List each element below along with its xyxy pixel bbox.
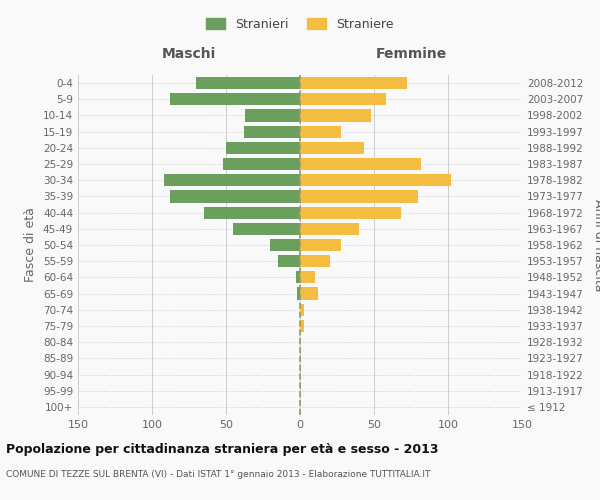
Bar — [300, 190, 418, 202]
Bar — [300, 222, 359, 235]
Bar — [278, 255, 300, 268]
Bar — [300, 174, 451, 186]
Bar — [223, 158, 300, 170]
Text: Maschi: Maschi — [162, 48, 216, 62]
Bar — [300, 320, 304, 332]
Bar — [296, 272, 300, 283]
Bar — [300, 126, 341, 138]
Bar — [164, 174, 300, 186]
Y-axis label: Fasce di età: Fasce di età — [25, 208, 37, 282]
Bar — [300, 255, 329, 268]
Bar — [300, 288, 318, 300]
Y-axis label: Anni di nascita: Anni di nascita — [592, 198, 600, 291]
Text: Popolazione per cittadinanza straniera per età e sesso - 2013: Popolazione per cittadinanza straniera p… — [6, 442, 439, 456]
Bar — [196, 77, 300, 89]
Bar — [204, 206, 300, 218]
Bar — [170, 190, 300, 202]
Text: COMUNE DI TEZZE SUL BRENTA (VI) - Dati ISTAT 1° gennaio 2013 - Elaborazione TUTT: COMUNE DI TEZZE SUL BRENTA (VI) - Dati I… — [6, 470, 430, 479]
Bar — [300, 110, 371, 122]
Bar — [300, 158, 421, 170]
Bar — [300, 304, 304, 316]
Bar — [271, 239, 300, 251]
Bar — [244, 126, 300, 138]
Bar — [300, 206, 401, 218]
Bar — [300, 93, 386, 106]
Bar — [300, 77, 407, 89]
Bar — [300, 272, 315, 283]
Text: Femmine: Femmine — [376, 48, 446, 62]
Bar — [170, 93, 300, 106]
Bar — [297, 288, 300, 300]
Legend: Stranieri, Straniere: Stranieri, Straniere — [200, 11, 400, 37]
Bar — [245, 110, 300, 122]
Bar — [300, 142, 364, 154]
Bar — [226, 142, 300, 154]
Bar — [300, 239, 341, 251]
Bar — [233, 222, 300, 235]
